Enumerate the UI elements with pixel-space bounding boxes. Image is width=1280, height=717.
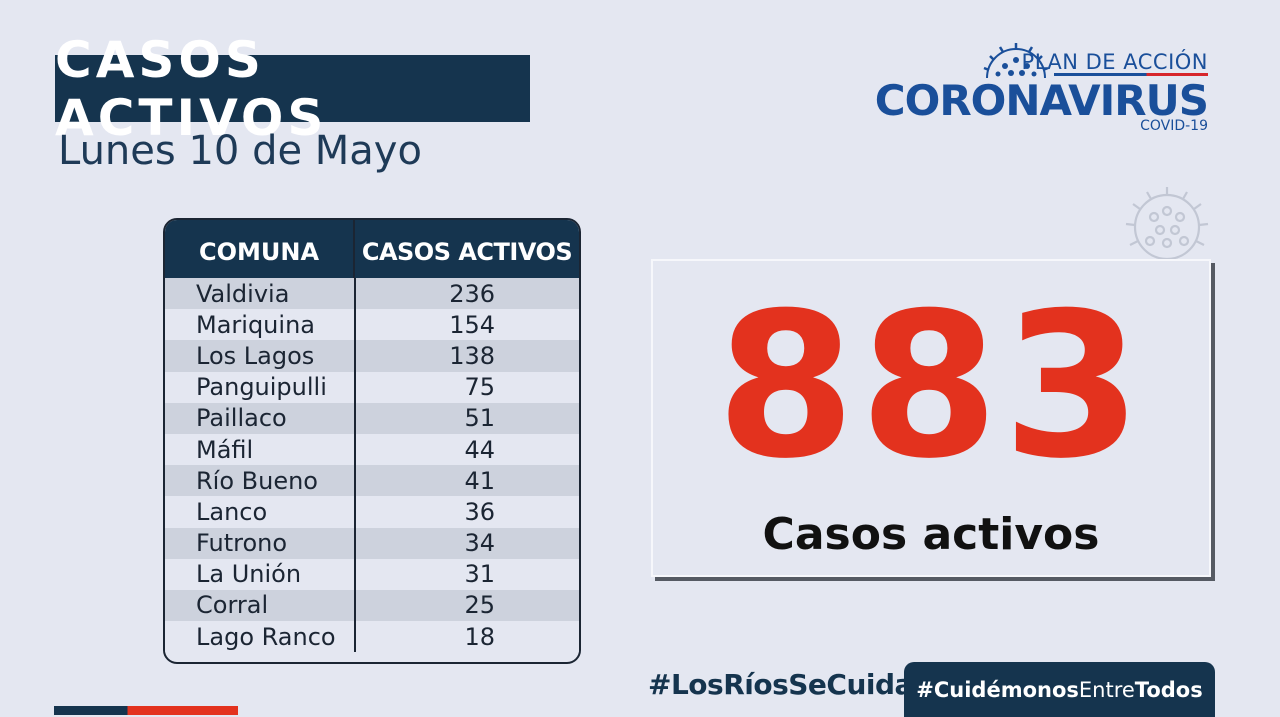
cell-comuna: Máfil	[196, 435, 254, 464]
cell-comuna: Futrono	[196, 529, 288, 558]
cell-casos: 138	[449, 341, 495, 370]
total-cases-label: Casos activos	[762, 509, 1100, 560]
hashtag-losrios: #LosRíosSeCuida	[648, 668, 913, 701]
column-divider	[354, 278, 356, 653]
hashtag-part-2: Entre	[1078, 677, 1135, 702]
logo: PLAN DE ACCIÓN CORONAVIRUS COVID-19	[875, 40, 1209, 140]
cell-comuna: Panguipulli	[196, 373, 327, 402]
logo-coronavirus-text: CORONAVIRUS	[874, 76, 1209, 125]
virus-decoration-icon	[1125, 187, 1209, 261]
page-title-text: CASOS ACTIVOS	[55, 30, 328, 147]
header-casos: CASOS ACTIVOS	[361, 238, 573, 266]
table-row: Valdivia 236	[165, 278, 579, 310]
cell-comuna: Mariquina	[196, 310, 315, 339]
cell-casos: 41	[464, 466, 495, 495]
cell-casos: 44	[464, 435, 495, 464]
table-row: Futrono 34	[165, 527, 579, 559]
table-row: Río Bueno 41	[165, 465, 579, 497]
cell-casos: 25	[464, 591, 495, 620]
cell-comuna: Los Lagos	[196, 341, 315, 370]
cell-comuna: Valdivia	[196, 279, 290, 308]
cell-casos: 75	[464, 373, 495, 402]
cell-casos: 154	[449, 310, 495, 339]
cell-casos: 31	[464, 560, 495, 589]
table-row: Lago Ranco 18	[165, 621, 579, 653]
bottom-accent-bar	[54, 706, 238, 715]
hashtag-part-1: #Cuidémonos	[916, 677, 1079, 702]
cell-comuna: La Unión	[196, 560, 302, 589]
total-cases-box: 883 Casos activos	[651, 259, 1211, 577]
table-row: Panguipulli 75	[165, 371, 579, 403]
table-row: Corral 25	[165, 589, 579, 622]
logo-plan-text: PLAN DE ACCIÓN	[1021, 50, 1208, 74]
cases-table: COMUNA CASOS ACTIVOS Valdivia 236 Mariqui…	[163, 218, 581, 664]
hashtag-cuidemonos: #Cuidémonos Entre Todos	[904, 662, 1215, 717]
virus-icon	[983, 43, 1049, 79]
table-row: Paillaco 51	[165, 402, 579, 434]
table-row: Lanco 36	[165, 496, 579, 528]
table-row: Los Lagos 138	[165, 340, 579, 372]
cell-comuna: Río Bueno	[196, 466, 318, 495]
cell-comuna: Lago Ranco	[196, 622, 336, 651]
table-header: COMUNA CASOS ACTIVOS	[165, 220, 579, 278]
cell-comuna: Lanco	[196, 497, 268, 526]
cell-comuna: Paillaco	[196, 404, 287, 433]
cell-casos: 51	[464, 404, 495, 433]
logo-divider	[1054, 73, 1208, 76]
table-row: Mariquina 154	[165, 309, 579, 341]
table-row: Máfil 44	[165, 433, 579, 466]
cell-casos: 36	[464, 497, 495, 526]
page-title: CASOS ACTIVOS	[55, 31, 530, 147]
cell-casos: 236	[449, 279, 495, 308]
cell-casos: 18	[464, 622, 495, 651]
table-body: Valdivia 236 Mariquina 154 Los Lagos 138 Pa…	[165, 278, 579, 653]
date-subtitle: Lunes 10 de Mayo	[58, 128, 422, 174]
cell-comuna: Corral	[196, 591, 269, 620]
logo-covid-text: COVID-19	[1140, 118, 1208, 134]
header-comuna: COMUNA	[165, 220, 355, 278]
cell-casos: 34	[464, 529, 495, 558]
table-row: La Unión 31	[165, 558, 579, 590]
total-cases-number: 883	[716, 270, 1146, 503]
hashtag-part-3: Todos	[1134, 677, 1203, 702]
